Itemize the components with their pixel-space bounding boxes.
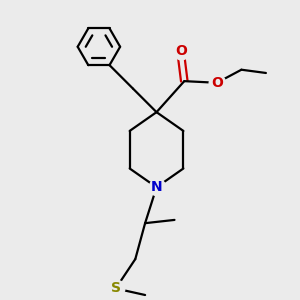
Text: O: O [175, 44, 187, 58]
Text: N: N [151, 180, 162, 194]
Text: O: O [211, 76, 223, 90]
Text: S: S [111, 281, 121, 296]
